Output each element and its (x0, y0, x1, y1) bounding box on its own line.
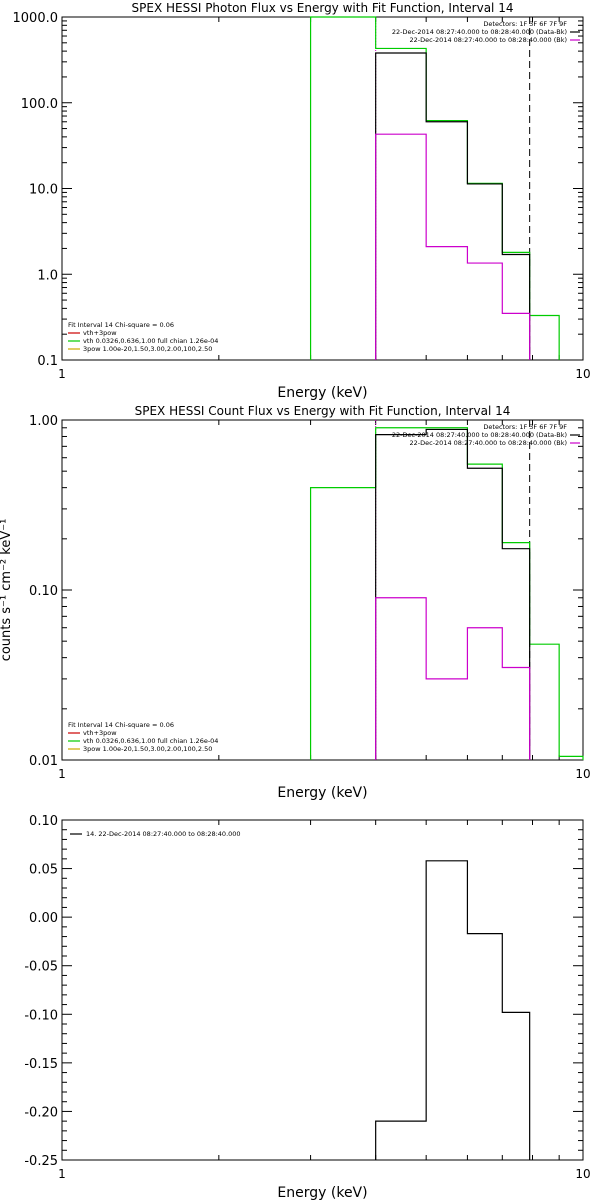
annotation-text: Detectors: 1F 3F 6F 7F 9F (483, 20, 567, 28)
y-tick-label: -0.05 (24, 960, 58, 975)
x-tick-label: 1 (58, 367, 66, 381)
y-tick-label: -0.10 (24, 1008, 58, 1023)
y-tick-label: 0.10 (29, 584, 58, 599)
y-tick-label: 1.00 (29, 414, 58, 429)
annotation-text: 22-Dec-2014 08:27:40.000 to 08:28:40.000… (410, 439, 568, 447)
panel-1: SPEX HESSI Photon Flux vs Energy with Fi… (13, 1, 591, 401)
fit-info-text: vth+3pow (83, 329, 117, 337)
annotation-text: 22-Dec-2014 08:27:40.000 to 08:28:40.000… (392, 28, 567, 36)
y-tick-label: 10.0 (29, 183, 58, 198)
annotation-text: 22-Dec-2014 08:27:40.000 to 08:28:40.000… (392, 431, 567, 439)
fit-info-text: 3pow 1.00e-20,1.50,3.00,2.00,100,2.50 (83, 345, 212, 353)
fit-info-text: 3pow 1.00e-20,1.50,3.00,2.00,100,2.50 (83, 745, 212, 753)
y-tick-label: -0.20 (24, 1105, 58, 1120)
series-step-magenta (375, 597, 531, 760)
y-tick-label: 0.01 (29, 754, 58, 769)
panel-2: SPEX HESSI Count Flux vs Energy with Fit… (0, 404, 591, 801)
fit-info-text: vth+3pow (83, 729, 117, 737)
x-tick-label: 1 (58, 1167, 66, 1181)
y-axis-label: counts s⁻¹ cm⁻² keV⁻¹ (0, 519, 14, 662)
x-tick-label: 10 (575, 367, 590, 381)
legend-text: 14. 22-Dec-2014 08:27:40.000 to 08:28:40… (86, 830, 241, 838)
chart-title: SPEX HESSI Count Flux vs Energy with Fit… (135, 404, 511, 418)
fit-info-text: Fit Interval 14 Chi-square = 0.06 (68, 321, 174, 329)
y-tick-label: -0.25 (24, 1154, 58, 1169)
y-tick-label: 1000.0 (13, 11, 59, 26)
fit-info-text: vth 0.0326,0.636,1.00 full chian 1.26e-0… (83, 337, 218, 345)
fit-info-text: Fit Interval 14 Chi-square = 0.06 (68, 721, 174, 729)
chart-title: SPEX HESSI Photon Flux vs Energy with Fi… (132, 1, 514, 15)
series-step-black (375, 52, 531, 360)
annotation-text: Detectors: 1F 3F 6F 7F 9F (483, 423, 567, 431)
y-tick-label: 100.0 (21, 97, 58, 112)
x-axis-label: Energy (keV) (277, 1185, 367, 1200)
annotation-text: 22-Dec-2014 08:27:40.000 to 08:28:40.000… (410, 36, 568, 44)
x-tick-label: 1 (58, 767, 66, 781)
y-tick-label: 0.00 (29, 911, 58, 926)
axes-frame (61, 819, 584, 1161)
axes-frame (61, 419, 584, 761)
y-tick-label: 0.05 (29, 863, 58, 878)
series-step-green (309, 427, 584, 760)
series-step-black (375, 860, 531, 1160)
axes-frame (61, 16, 584, 361)
y-tick-label: 0.10 (29, 814, 58, 829)
y-tick-label: 1.0 (37, 268, 58, 283)
x-tick-label: 10 (575, 767, 590, 781)
x-axis-label: Energy (keV) (277, 785, 367, 801)
x-axis-label: Energy (keV) (277, 385, 367, 401)
series-step-black (375, 428, 531, 760)
y-tick-label: 0.1 (37, 354, 58, 369)
y-tick-label: -0.15 (24, 1057, 58, 1072)
panel-3: 1 10 Energy (keV) -0.25 -0.20 -0.15 -0.10 -0.05… (24, 814, 590, 1200)
fit-info-text: vth 0.0326,0.636,1.00 full chian 1.26e-0… (83, 737, 218, 745)
x-tick-label: 10 (575, 1167, 590, 1181)
series-step-magenta (375, 133, 531, 360)
series-step-green (309, 16, 560, 360)
